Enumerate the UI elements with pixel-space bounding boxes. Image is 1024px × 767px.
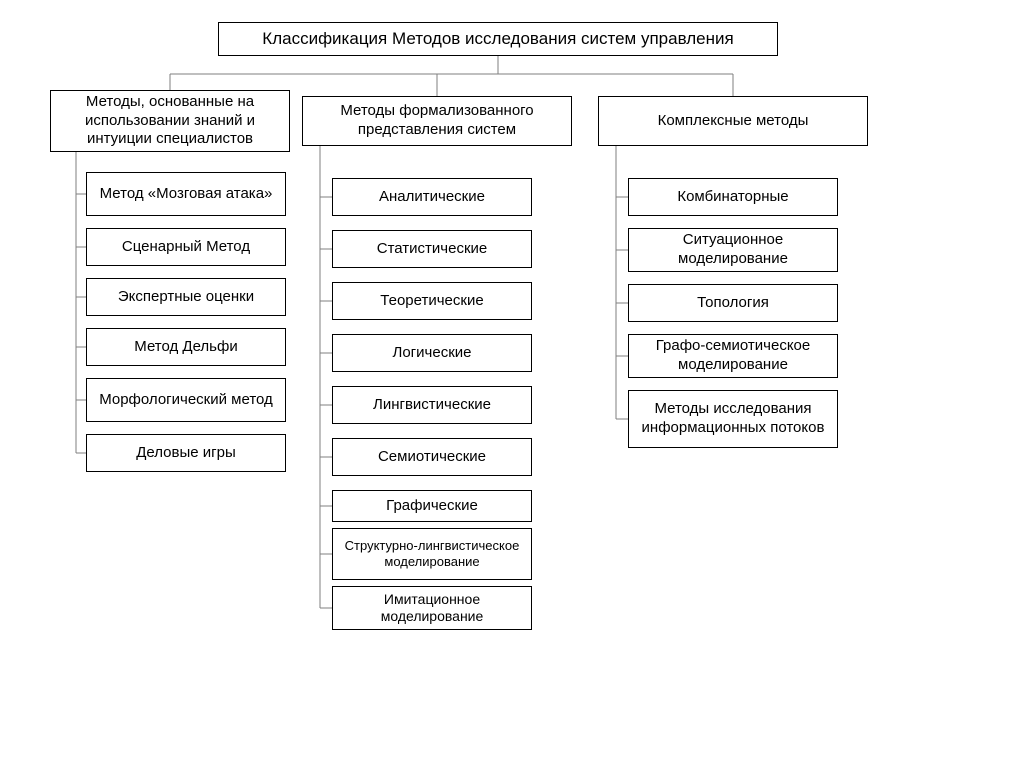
- node-0-0: Метод «Мозговая атака»: [86, 172, 286, 216]
- node-1-6: Графические: [332, 490, 532, 522]
- node-1-4: Лингвистические: [332, 386, 532, 424]
- node-1-1: Статистические: [332, 230, 532, 268]
- node-2-0: Комбинаторные: [628, 178, 838, 216]
- node-1-0: Аналитические: [332, 178, 532, 216]
- column-header-0: Методы, основанные на использовании знан…: [50, 90, 290, 152]
- column-header-1: Методы формализованного представления си…: [302, 96, 572, 146]
- node-2-4: Методы исследования информационных поток…: [628, 390, 838, 448]
- node-0-2: Экспертные оценки: [86, 278, 286, 316]
- node-0-5: Деловые игры: [86, 434, 286, 472]
- node-1-2: Теоретические: [332, 282, 532, 320]
- node-2-2: Топология: [628, 284, 838, 322]
- column-header-2: Комплексные методы: [598, 96, 868, 146]
- node-1-7: Структурно-лингвистическое моделирование: [332, 528, 532, 580]
- node-1-8: Имитационное моделирование: [332, 586, 532, 630]
- node-1-3: Логические: [332, 334, 532, 372]
- diagram-title: Классификация Методов исследования систе…: [218, 22, 778, 56]
- node-1-5: Семиотические: [332, 438, 532, 476]
- node-0-3: Метод Дельфи: [86, 328, 286, 366]
- node-0-4: Морфологический метод: [86, 378, 286, 422]
- node-2-1: Ситуационное моделирование: [628, 228, 838, 272]
- node-2-3: Графо-семиотическое моделирование: [628, 334, 838, 378]
- node-0-1: Сценарный Метод: [86, 228, 286, 266]
